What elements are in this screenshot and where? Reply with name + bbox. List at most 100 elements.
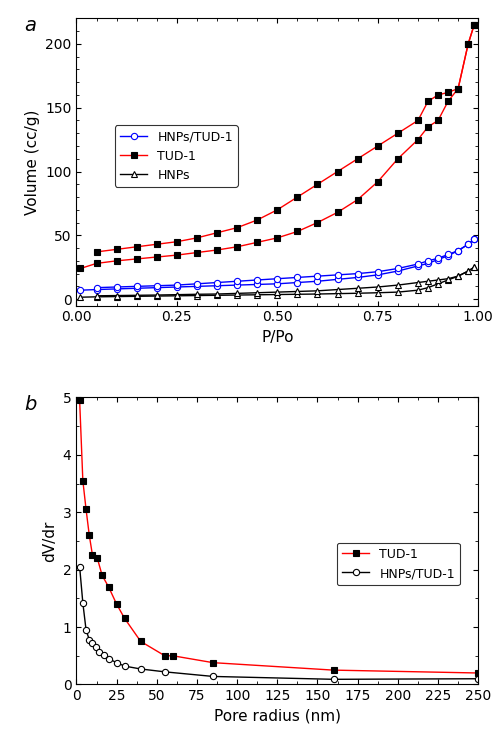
HNPs — [315, 289, 320, 298]
Text: b: b — [24, 394, 36, 414]
TUD-1 — [77, 264, 83, 273]
TUD-1 — [415, 135, 421, 144]
Line: TUD-1: TUD-1 — [76, 397, 481, 676]
TUD-1 — [445, 97, 451, 106]
HNPs — [354, 289, 360, 297]
HNPs/TUD-1 — [254, 280, 260, 289]
Legend: TUD-1, HNPs/TUD-1: TUD-1, HNPs/TUD-1 — [337, 542, 460, 585]
TUD-1 — [395, 155, 401, 163]
TUD-1 — [294, 227, 300, 236]
HNPs/TUD-1 — [154, 283, 160, 292]
TUD-1 — [214, 246, 220, 255]
HNPs — [335, 289, 341, 298]
TUD-1 — [170, 651, 176, 660]
TUD-1 — [94, 259, 100, 268]
HNPs — [471, 263, 477, 272]
TUD-1 — [138, 637, 143, 645]
HNPs/TUD-1 — [455, 247, 461, 255]
TUD-1 — [254, 238, 260, 247]
HNPs — [234, 291, 240, 300]
HNPs/TUD-1 — [101, 650, 106, 659]
TUD-1 — [465, 40, 471, 49]
TUD-1 — [475, 668, 481, 677]
TUD-1 — [94, 553, 100, 562]
HNPs — [395, 288, 401, 297]
TUD-1 — [162, 651, 168, 660]
Line: HNPs: HNPs — [77, 264, 477, 300]
HNPs/TUD-1 — [106, 654, 111, 663]
TUD-1 — [274, 233, 280, 242]
Line: TUD-1: TUD-1 — [77, 21, 477, 272]
TUD-1 — [425, 122, 431, 131]
Text: a: a — [24, 15, 36, 35]
HNPs — [134, 292, 140, 301]
HNPs/TUD-1 — [335, 275, 341, 284]
TUD-1 — [331, 665, 337, 674]
HNPs — [445, 275, 451, 284]
HNPs — [415, 286, 421, 294]
TUD-1 — [106, 582, 111, 591]
HNPs/TUD-1 — [122, 662, 128, 670]
TUD-1 — [86, 531, 92, 539]
HNPs/TUD-1 — [274, 280, 280, 289]
HNPs — [154, 291, 160, 300]
HNPs/TUD-1 — [138, 665, 143, 673]
TUD-1 — [315, 218, 320, 227]
TUD-1 — [154, 252, 160, 261]
TUD-1 — [99, 571, 105, 580]
HNPs — [455, 272, 461, 280]
HNPs/TUD-1 — [415, 261, 421, 270]
TUD-1 — [83, 505, 89, 514]
TUD-1 — [113, 256, 120, 265]
HNPs/TUD-1 — [475, 674, 481, 683]
HNPs/TUD-1 — [331, 675, 337, 684]
Y-axis label: Volume (cc/g): Volume (cc/g) — [25, 109, 39, 215]
TUD-1 — [134, 255, 140, 263]
Line: HNPs/TUD-1: HNPs/TUD-1 — [76, 564, 481, 682]
HNPs/TUD-1 — [465, 240, 471, 249]
HNPs — [465, 266, 471, 275]
HNPs/TUD-1 — [86, 635, 92, 644]
HNPs/TUD-1 — [174, 283, 180, 291]
HNPs/TUD-1 — [93, 643, 99, 651]
X-axis label: P/Po: P/Po — [261, 330, 293, 345]
HNPs/TUD-1 — [96, 648, 102, 657]
HNPs/TUD-1 — [77, 286, 83, 294]
HNPs/TUD-1 — [315, 277, 320, 286]
TUD-1 — [80, 476, 86, 485]
HNPs — [294, 290, 300, 299]
HNPs/TUD-1 — [134, 284, 140, 293]
HNPs — [113, 292, 120, 301]
Legend: HNPs/TUD-1, TUD-1, HNPs: HNPs/TUD-1, TUD-1, HNPs — [115, 125, 238, 187]
TUD-1 — [455, 84, 461, 93]
HNPs — [77, 293, 83, 302]
HNPs/TUD-1 — [113, 658, 120, 667]
TUD-1 — [335, 208, 341, 217]
HNPs/TUD-1 — [375, 270, 381, 279]
Line: HNPs/TUD-1: HNPs/TUD-1 — [77, 236, 477, 294]
HNPs/TUD-1 — [94, 285, 100, 294]
HNPs/TUD-1 — [471, 235, 477, 244]
TUD-1 — [77, 396, 83, 405]
TUD-1 — [375, 177, 381, 186]
HNPs/TUD-1 — [113, 285, 120, 294]
TUD-1 — [174, 251, 180, 260]
TUD-1 — [435, 116, 441, 125]
TUD-1 — [354, 195, 360, 204]
HNPs/TUD-1 — [395, 266, 401, 275]
HNPs/TUD-1 — [162, 668, 168, 676]
HNPs/TUD-1 — [294, 278, 300, 287]
HNPs — [435, 280, 441, 289]
HNPs/TUD-1 — [214, 281, 220, 290]
HNPs/TUD-1 — [80, 598, 86, 607]
TUD-1 — [122, 614, 128, 623]
HNPs/TUD-1 — [83, 626, 89, 634]
HNPs/TUD-1 — [445, 251, 451, 260]
TUD-1 — [113, 600, 120, 609]
TUD-1 — [90, 551, 96, 559]
HNPs — [274, 290, 280, 299]
TUD-1 — [210, 658, 216, 667]
HNPs — [174, 291, 180, 300]
HNPs/TUD-1 — [354, 273, 360, 282]
HNPs — [425, 283, 431, 292]
